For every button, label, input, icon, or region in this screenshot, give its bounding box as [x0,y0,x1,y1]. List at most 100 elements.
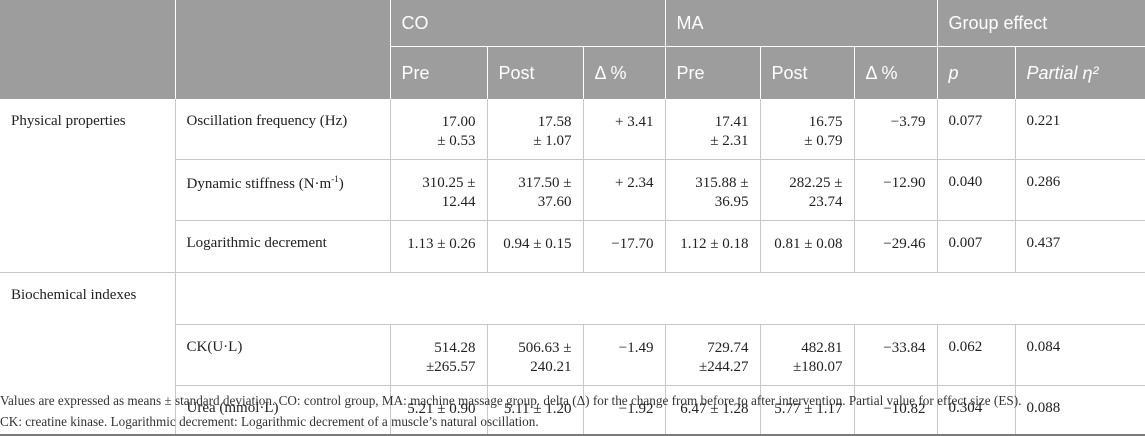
ma-delta-cell: −10.82 [853,385,937,436]
value-line: ± 2.31 [710,133,749,149]
co-post-cell: 317.50 ± 37.60 [486,159,583,221]
value-line: 12.44 [441,194,476,210]
eta-cell: 0.088 [1014,385,1145,436]
p-cell: 0.040 [936,159,1015,221]
header-row-sub: Pre Post Δ % Pre Post Δ % p Partial η² [0,46,1145,100]
co-delta-cell: + 3.41 [582,99,665,160]
co-delta-cell: −1.92 [582,385,665,436]
value-line: 315.88 ± [695,175,749,191]
co-post-cell: 0.94 ± 0.15 [486,220,583,273]
ma-post-cell: 482.81 ±180.07 [759,324,854,386]
co-pre-cell: 514.28 ±265.57 [389,324,487,386]
value-line: 17.00 [441,114,476,130]
table-row: Physical properties Oscillation frequenc… [0,99,1145,160]
header-group-effect: Group effect [936,0,1145,47]
header-row-groups: CO MA Group effect [0,0,1145,47]
value-line: 17.58 [537,114,572,130]
table-row: Urea (mmol·L) 5.21 ± 0.90 5.11 ± 1.20 −1… [0,385,1145,436]
ma-delta-cell: −12.90 [853,159,937,221]
value-line: 506.63 ± [518,339,572,356]
value-line: 37.60 [537,194,572,210]
table-row: Dynamic stiffness (N·m-1) 310.25 ±12.44 … [0,159,1145,221]
value-line: 17.41 [714,114,749,130]
ma-delta-cell: −3.79 [853,99,937,160]
header-ma-post: Post [759,46,854,99]
value-line: ± 0.53 [437,133,476,149]
header-co-pre: Pre [389,46,487,99]
ma-post-cell: 282.25 ± 23.74 [759,159,854,221]
value-line: 240.21 [530,358,572,375]
row-label: Logarithmic decrement [174,220,390,273]
ma-pre-cell: 315.88 ± 36.95 [664,159,760,221]
header-blank-cell [174,0,390,47]
co-post-cell: 17.58 ± 1.07 [486,99,583,160]
header-ma-pre: Pre [664,46,760,99]
co-delta-cell: −1.49 [582,324,665,386]
header-partial-eta: Partial η² [1014,46,1145,99]
table-footnote: Values are expressed as means ± standard… [0,390,1145,432]
value-line: ±244.27 [699,358,749,375]
co-delta-cell: + 2.34 [582,159,665,221]
co-pre-cell: 310.25 ± 12.44 [389,159,487,221]
category-row: Biochemical indexes [0,272,1145,325]
p-cell: 0.062 [936,324,1015,386]
value-line: 317.50 ± [518,175,572,191]
header-p: p [936,46,1015,99]
ma-pre-cell: 1.12 ± 0.18 [664,220,760,273]
p-cell: 0.007 [936,220,1015,273]
header-ma-delta: Δ % [853,46,937,99]
category-spacer [174,272,1145,325]
ma-pre-cell: 729.74 ±244.27 [664,324,760,386]
value-line: 282.25 ± [789,175,843,191]
row-label: Urea (mmol·L) [174,385,390,436]
co-pre-cell: 5.21 ± 0.90 [389,385,487,436]
ma-post-cell: 16.75 ± 0.79 [759,99,854,160]
p-cell: 0.077 [936,99,1015,160]
header-blank-cell [0,47,175,100]
category-blank [0,160,175,221]
value-line: ±265.57 [426,358,476,375]
row-label: Oscillation frequency (Hz) [174,99,390,160]
category-blank [0,220,175,273]
value-line: ± 1.07 [533,133,572,149]
value-line: 514.28 [434,339,476,356]
value-line: 23.74 [808,194,843,210]
co-pre-cell: 1.13 ± 0.26 [389,220,487,273]
co-delta-cell: −17.70 [582,220,665,273]
value-line: 16.75 [808,114,843,130]
table-row: Logarithmic decrement 1.13 ± 0.26 0.94 ±… [0,220,1145,273]
value-line: ±180.07 [793,358,843,375]
value-line: 729.74 [707,339,749,356]
ma-delta-cell: −33.84 [853,324,937,386]
value-line: 482.81 [801,339,843,356]
category-physical: Physical properties [11,113,126,129]
footnote-line: Values are expressed as means ± standard… [0,393,1022,408]
eta-cell: 0.437 [1014,220,1145,273]
eta-cell: 0.286 [1014,159,1145,221]
row-label: Dynamic stiffness (N·m-1) [174,159,390,221]
value-line: 310.25 ± [422,175,476,191]
header-ma: MA [664,0,937,47]
header-co-delta: Δ % [582,46,665,99]
header-co: CO [389,0,665,47]
category-blank [0,324,175,385]
co-post-cell: 506.63 ± 240.21 [486,324,583,386]
ma-post-cell: 0.81 ± 0.08 [759,220,854,273]
ma-delta-cell: −29.46 [853,220,937,273]
header-blank-cell [174,46,390,99]
co-pre-cell: 17.00 ± 0.53 [389,99,487,160]
header-blank-cell [0,0,175,47]
category-biochemical: Biochemical indexes [11,287,137,303]
table-row: CK(U·L) 514.28 ±265.57 506.63 ± 240.21 −1.… [0,324,1145,386]
value-line: 36.95 [714,194,749,210]
ma-pre-cell: 17.41 ± 2.31 [664,99,760,160]
co-post-cell: 5.11 ± 1.20 [486,385,583,436]
value-line: ± 0.79 [804,133,843,149]
ma-pre-cell: 6.47 ± 1.28 [664,385,760,436]
row-label: CK(U·L) [174,324,390,386]
eta-cell: 0.084 [1014,324,1145,386]
header-co-post: Post [486,46,583,99]
eta-cell: 0.221 [1014,99,1145,160]
footnote-line: CK: creatine kinase. Logarithmic decreme… [0,414,539,429]
